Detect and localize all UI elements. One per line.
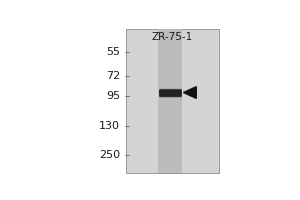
Text: 72: 72 [106, 71, 120, 81]
Polygon shape [184, 87, 196, 98]
Text: 250: 250 [99, 150, 120, 160]
Text: 130: 130 [99, 121, 120, 131]
Text: 95: 95 [106, 91, 120, 101]
Bar [126, 29, 219, 173]
Text: 55: 55 [106, 47, 120, 57]
Text: ZR-75-1: ZR-75-1 [152, 32, 193, 42]
Bar [158, 29, 182, 173]
